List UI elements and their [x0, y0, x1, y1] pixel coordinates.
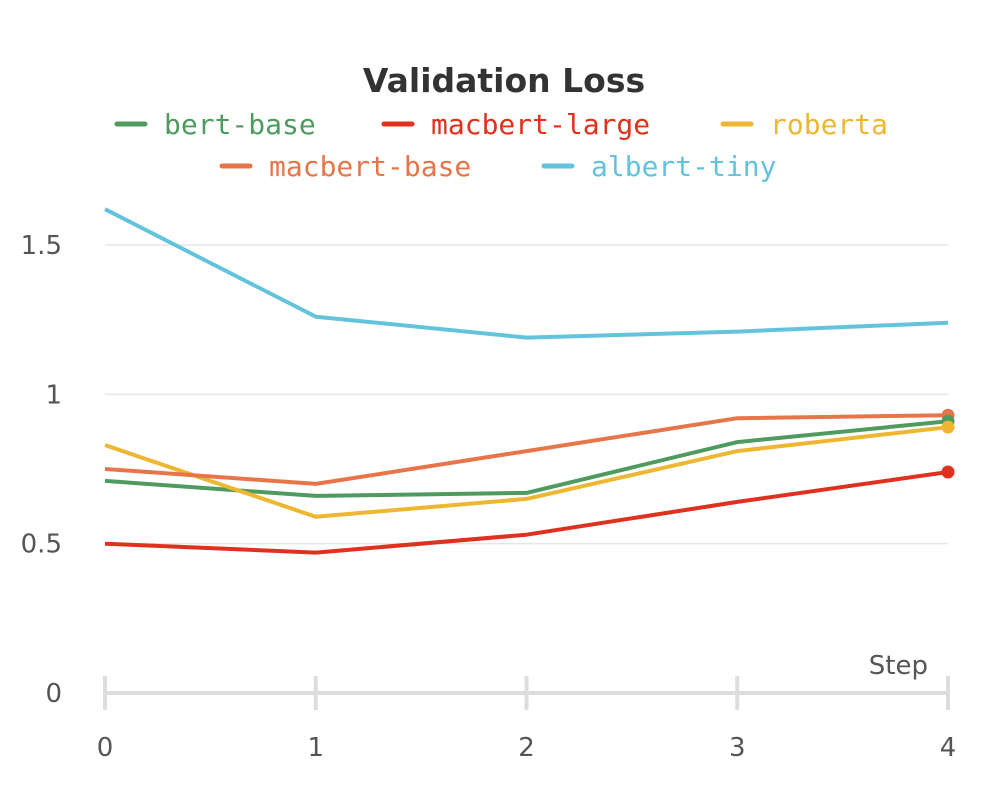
grid — [105, 244, 948, 545]
end-marker-macbert-large — [941, 465, 955, 479]
legend-label: bert-base — [164, 108, 316, 141]
x-tick-label: 0 — [97, 733, 114, 763]
x-tick-label: 2 — [518, 733, 535, 763]
legend-label: albert-tiny — [591, 150, 776, 183]
legend-label: roberta — [770, 108, 888, 141]
series-line-bert-base — [104, 419, 949, 498]
series-lines — [104, 207, 955, 555]
y-tick-label: 0 — [45, 679, 62, 709]
x-axis-title: Step — [869, 651, 928, 681]
y-tick-label: 0.5 — [21, 530, 62, 560]
y-tick-label: 1.5 — [21, 231, 62, 261]
y-tick-label: 1 — [45, 380, 62, 410]
series-line-macbert-base — [104, 413, 949, 486]
series-line-macbert-large — [104, 470, 949, 555]
legend-label: macbert-large — [431, 108, 650, 141]
x-tick-label: 4 — [940, 733, 957, 763]
series-line-albert-tiny — [104, 207, 949, 340]
legend: bert-base macbert-large roberta macbert-bas… — [114, 108, 888, 183]
x-axis: 0 1 2 3 4 — [97, 676, 957, 763]
x-tick-label: 1 — [307, 733, 324, 763]
series-line-roberta — [104, 425, 949, 519]
x-tick-label: 3 — [729, 733, 746, 763]
y-axis: 0 0.5 1 1.5 — [21, 231, 62, 709]
end-marker-roberta — [941, 420, 955, 434]
chart-title: Validation Loss — [363, 61, 645, 100]
legend-label: macbert-base — [269, 150, 471, 183]
